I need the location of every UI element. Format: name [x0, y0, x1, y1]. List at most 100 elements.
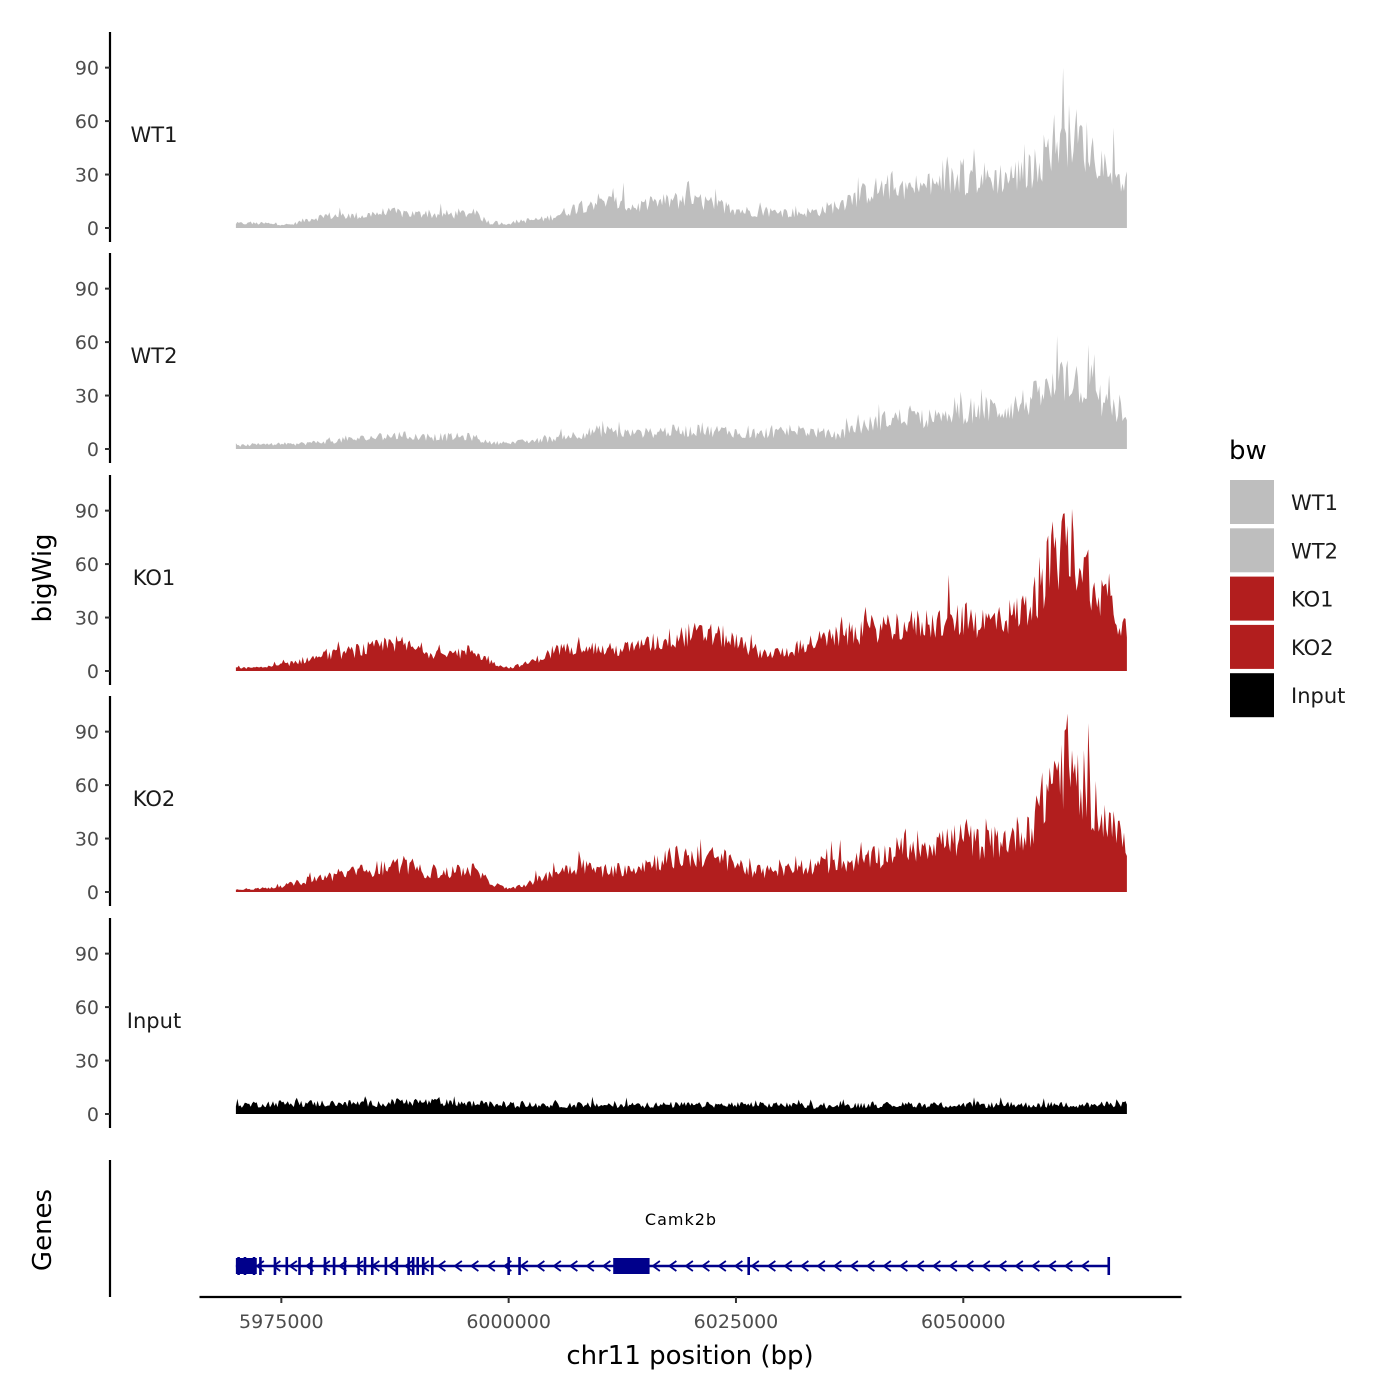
track-panel-ko2: 0 30 60 90 KO2	[75, 696, 1127, 906]
strand-arrow	[717, 1260, 727, 1272]
strand-arrow	[981, 1260, 991, 1272]
coverage-area-ko1	[235, 508, 1127, 671]
coverage-area-input	[235, 1096, 1127, 1114]
gene-exon	[747, 1257, 750, 1275]
strand-arrow	[535, 1260, 545, 1272]
strand-arrow	[832, 1260, 842, 1272]
y-tick-label: 60	[75, 997, 99, 1019]
coverage-area-wt2	[235, 335, 1127, 449]
y-tick-label: 0	[87, 882, 99, 904]
x-tick-label: 6050000	[921, 1311, 1006, 1333]
strand-arrow	[1080, 1260, 1090, 1272]
legend-label-wt2: WT2	[1291, 539, 1338, 563]
x-axis: chr11 position (bp) 5975000 6000000 602500…	[199, 1295, 1182, 1371]
y-tick-label: 30	[75, 165, 99, 187]
strand-arrow	[1030, 1260, 1040, 1272]
strand-arrow	[733, 1260, 743, 1272]
track-panel-input: 0 30 60 90 Input	[75, 918, 1127, 1128]
coverage-area-ko2	[235, 713, 1127, 892]
strand-arrow	[948, 1260, 958, 1272]
y-tick-label: 30	[75, 608, 99, 630]
y-tick-label: 30	[75, 829, 99, 851]
gene-model	[235, 1257, 1111, 1275]
strand-arrow	[288, 1260, 298, 1272]
y-tick-label: 0	[87, 661, 99, 683]
y-tick-label: 90	[75, 279, 99, 301]
strand-arrow	[667, 1260, 677, 1272]
gene-exon-block	[235, 1258, 257, 1274]
track-label: KO2	[133, 787, 176, 811]
track-panel-wt1: 0 30 60 90 WT1	[75, 32, 1127, 242]
y-tick-label: 90	[75, 501, 99, 523]
strand-arrow	[1014, 1260, 1024, 1272]
gene-exon-block	[613, 1258, 650, 1274]
legend-label-ko2: KO2	[1291, 636, 1334, 660]
track-panel-wt2: 0 30 60 90 WT2	[75, 253, 1127, 463]
y-tick-label: 0	[87, 1104, 99, 1126]
track-label: Input	[127, 1009, 181, 1033]
legend-swatch-ko1	[1230, 576, 1274, 621]
gene-label: Camk2b	[645, 1210, 717, 1229]
coverage-area-wt1	[235, 67, 1127, 228]
bigwig-tracks: 0 30 60 90 WT1 0 30 60 90 WT2 0 30 60 90 KO1 0 30 60 90 KO2…	[75, 32, 1127, 1128]
strand-arrow	[849, 1260, 859, 1272]
strand-arrow	[783, 1260, 793, 1272]
strand-arrow	[865, 1260, 875, 1272]
legend-swatch-input	[1230, 673, 1274, 718]
track-panel-ko1: 0 30 60 90 KO1	[75, 475, 1127, 685]
strand-arrow	[585, 1260, 595, 1272]
strand-arrow	[453, 1260, 463, 1272]
y-tick-label: 60	[75, 554, 99, 576]
strand-arrow	[519, 1260, 529, 1272]
strand-arrow	[684, 1260, 694, 1272]
legend-label-input: Input	[1291, 684, 1345, 708]
gene-exon	[323, 1257, 327, 1275]
gene-exon	[1107, 1257, 1111, 1275]
gene-exon	[411, 1257, 415, 1275]
track-label: WT1	[131, 123, 178, 147]
strand-arrow	[469, 1260, 479, 1272]
strand-arrow	[486, 1260, 496, 1272]
y-axis-title: bigWig	[28, 533, 58, 622]
strand-arrow	[931, 1260, 941, 1272]
legend: bw WT1 WT2 KO1 KO2 Input	[1229, 436, 1345, 718]
track-label: WT2	[131, 344, 178, 368]
strand-arrow	[354, 1260, 364, 1272]
strand-arrow	[964, 1260, 974, 1272]
gene-exon	[384, 1257, 388, 1275]
strand-arrow	[915, 1260, 925, 1272]
strand-arrow	[816, 1260, 826, 1272]
gene-exon	[363, 1257, 367, 1275]
strand-arrow	[882, 1260, 892, 1272]
gene-exon	[298, 1257, 301, 1275]
gene-exon	[395, 1257, 399, 1275]
strand-arrow	[1063, 1260, 1073, 1272]
strand-arrow	[403, 1260, 413, 1272]
y-tick-label: 90	[75, 58, 99, 80]
strand-arrow	[552, 1260, 562, 1272]
gene-exon	[518, 1257, 521, 1275]
y-tick-label: 0	[87, 439, 99, 461]
gene-exon	[430, 1257, 434, 1275]
gene-exon	[343, 1257, 347, 1275]
strand-arrow	[271, 1260, 281, 1272]
gene-exon	[357, 1257, 360, 1275]
gene-exon	[273, 1257, 277, 1275]
strand-arrow	[420, 1260, 430, 1272]
strand-arrow	[750, 1260, 760, 1272]
x-axis-title: chr11 position (bp)	[566, 1341, 813, 1371]
x-tick-label: 6000000	[466, 1311, 551, 1333]
strand-arrow	[568, 1260, 578, 1272]
y-tick-label: 90	[75, 722, 99, 744]
strand-arrow	[799, 1260, 809, 1272]
gene-exon	[407, 1257, 410, 1275]
strand-arrow	[1047, 1260, 1057, 1272]
y-tick-label: 60	[75, 332, 99, 354]
y-tick-label: 30	[75, 1051, 99, 1073]
strand-arrow	[898, 1260, 908, 1272]
strand-arrow	[436, 1260, 446, 1272]
strand-arrow	[651, 1260, 661, 1272]
strand-arrow	[997, 1260, 1007, 1272]
gene-exon	[370, 1257, 374, 1275]
